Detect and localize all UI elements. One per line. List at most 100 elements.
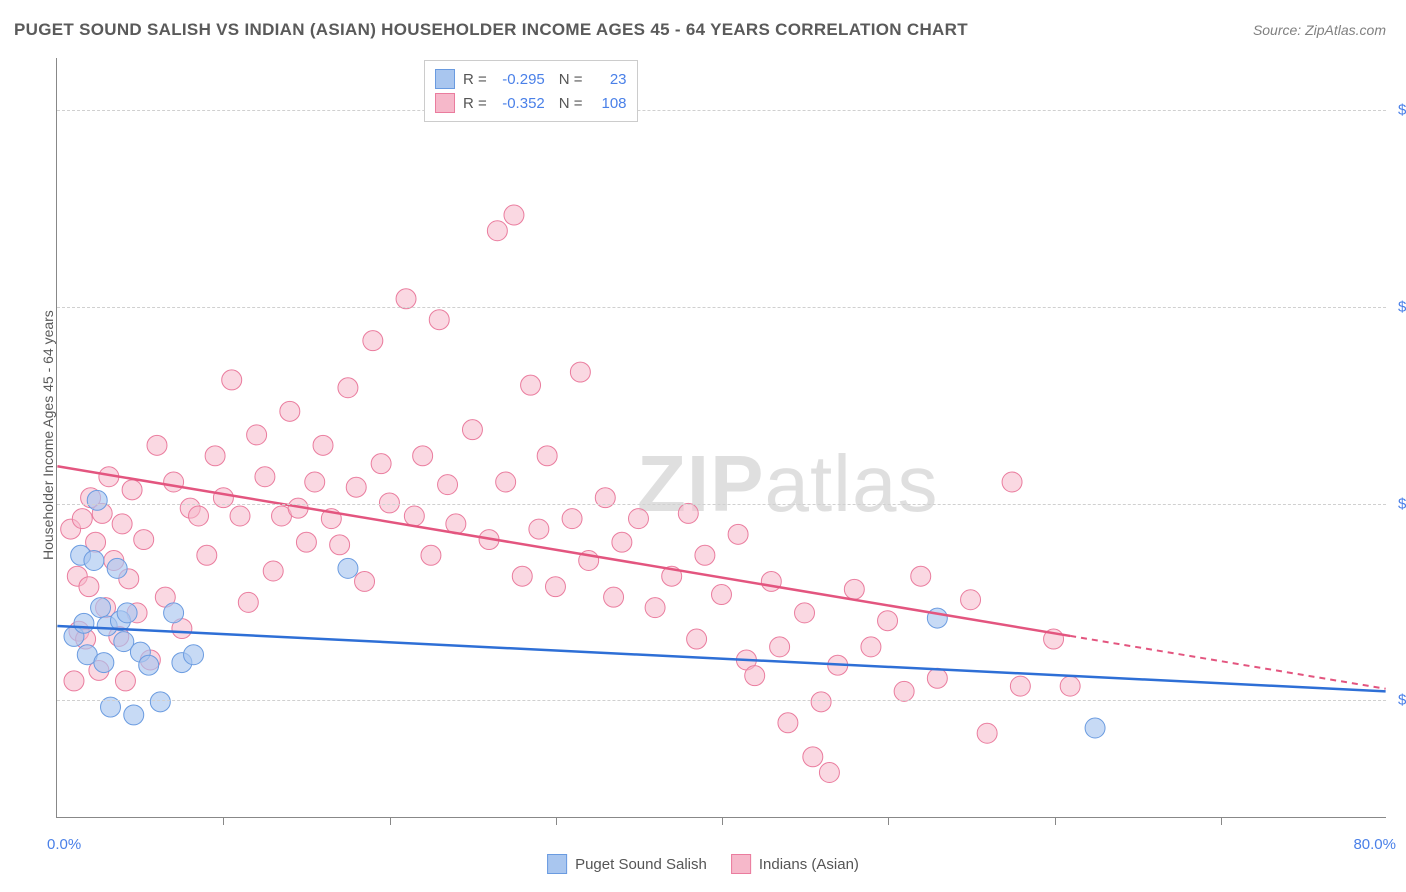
- data-point: [112, 514, 132, 534]
- series-legend: Puget Sound Salish Indians (Asian): [547, 854, 859, 874]
- data-point: [462, 420, 482, 440]
- legend-item: Puget Sound Salish: [547, 854, 707, 874]
- source-attribution: Source: ZipAtlas.com: [1253, 22, 1386, 38]
- x-tick: [556, 817, 557, 825]
- x-tick: [390, 817, 391, 825]
- gridline: [57, 110, 1386, 111]
- data-point: [84, 551, 104, 571]
- data-point: [604, 587, 624, 607]
- legend-swatch: [435, 69, 455, 89]
- data-point: [678, 503, 698, 523]
- legend-label: Puget Sound Salish: [575, 856, 707, 873]
- data-point: [911, 566, 931, 586]
- data-point: [819, 763, 839, 783]
- data-point: [122, 480, 142, 500]
- legend-swatch: [435, 93, 455, 113]
- r-label: R =: [463, 95, 487, 112]
- y-tick-label: $300,000: [1388, 102, 1406, 119]
- gridline: [57, 504, 1386, 505]
- data-point: [529, 519, 549, 539]
- data-point: [74, 613, 94, 633]
- data-point: [695, 545, 715, 565]
- n-label: N =: [559, 71, 583, 88]
- data-point: [861, 637, 881, 657]
- data-point: [189, 506, 209, 526]
- data-point: [687, 629, 707, 649]
- data-point: [255, 467, 275, 487]
- data-point: [124, 705, 144, 725]
- data-point: [504, 205, 524, 225]
- data-point: [115, 671, 135, 691]
- x-tick: [722, 817, 723, 825]
- x-tick: [1221, 817, 1222, 825]
- stats-legend: R =-0.295N =23R =-0.352N =108: [424, 60, 638, 122]
- data-point: [487, 221, 507, 241]
- data-point: [355, 571, 375, 591]
- data-point: [184, 645, 204, 665]
- data-point: [811, 692, 831, 712]
- data-point: [338, 558, 358, 578]
- n-value: 23: [591, 71, 627, 88]
- data-point: [778, 713, 798, 733]
- data-point: [570, 362, 590, 382]
- data-point: [72, 509, 92, 529]
- n-value: 108: [591, 95, 627, 112]
- x-tick: [223, 817, 224, 825]
- data-point: [1002, 472, 1022, 492]
- trend-line: [57, 626, 1385, 691]
- y-tick-label: $75,000: [1388, 692, 1406, 709]
- data-point: [745, 666, 765, 686]
- data-point: [728, 524, 748, 544]
- data-point: [313, 435, 333, 455]
- data-point: [363, 331, 383, 351]
- data-point: [761, 571, 781, 591]
- data-point: [150, 692, 170, 712]
- data-point: [512, 566, 532, 586]
- y-tick-label: $150,000: [1388, 495, 1406, 512]
- gridline: [57, 700, 1386, 701]
- data-point: [371, 454, 391, 474]
- data-point: [117, 603, 137, 623]
- data-point: [562, 509, 582, 529]
- data-point: [164, 603, 184, 623]
- data-point: [1060, 676, 1080, 696]
- r-value: -0.352: [495, 95, 545, 112]
- data-point: [421, 545, 441, 565]
- data-point: [545, 577, 565, 597]
- data-point: [263, 561, 283, 581]
- legend-swatch: [547, 854, 567, 874]
- data-point: [977, 723, 997, 743]
- data-point: [413, 446, 433, 466]
- data-point: [645, 598, 665, 618]
- data-point: [770, 637, 790, 657]
- data-point: [222, 370, 242, 390]
- legend-label: Indians (Asian): [759, 856, 859, 873]
- x-tick: [888, 817, 889, 825]
- trend-line-extrapolated: [1070, 636, 1385, 689]
- plot-area: ZIPatlas 0.0% 80.0% $75,000$150,000$225,…: [56, 58, 1386, 818]
- data-point: [139, 655, 159, 675]
- data-point: [296, 532, 316, 552]
- x-axis-min-label: 0.0%: [47, 836, 81, 853]
- data-point: [247, 425, 267, 445]
- data-point: [595, 488, 615, 508]
- data-point: [107, 558, 127, 578]
- data-point: [134, 530, 154, 550]
- data-point: [94, 653, 114, 673]
- data-point: [205, 446, 225, 466]
- data-point: [844, 579, 864, 599]
- data-point: [79, 577, 99, 597]
- data-point: [521, 375, 541, 395]
- stats-row: R =-0.295N =23: [435, 67, 627, 91]
- data-point: [305, 472, 325, 492]
- data-point: [87, 490, 107, 510]
- data-point: [197, 545, 217, 565]
- data-point: [1085, 718, 1105, 738]
- n-label: N =: [559, 95, 583, 112]
- data-point: [429, 310, 449, 330]
- data-point: [927, 608, 947, 628]
- data-point: [396, 289, 416, 309]
- chart-svg: [57, 58, 1386, 817]
- data-point: [91, 598, 111, 618]
- r-label: R =: [463, 71, 487, 88]
